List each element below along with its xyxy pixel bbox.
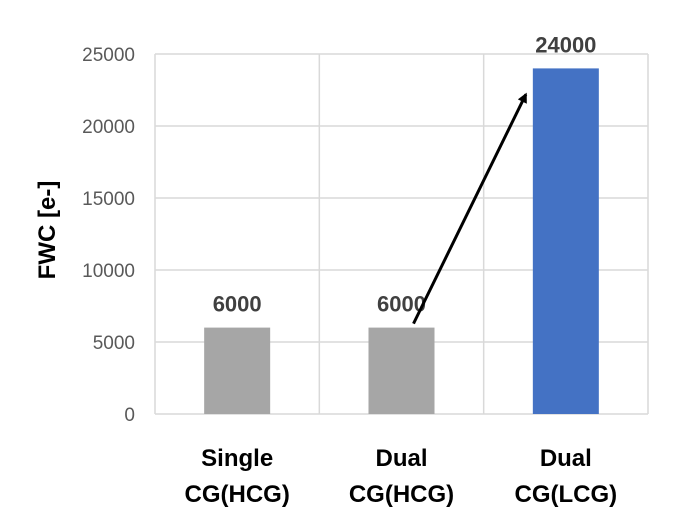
y-tick-label: 20000 bbox=[82, 117, 135, 138]
y-axis-title: FWC [e-] bbox=[34, 181, 61, 280]
x-category-label: CG(HCG) bbox=[185, 481, 290, 508]
x-category-label: CG(LCG) bbox=[515, 481, 618, 508]
bar bbox=[368, 327, 435, 414]
y-axis-ticks: 0 5000 10000 15000 20000 25000 bbox=[82, 45, 135, 426]
x-category-label: Single bbox=[201, 445, 273, 472]
data-label: 6000 bbox=[213, 292, 262, 317]
bars bbox=[204, 68, 599, 415]
y-tick-label: 5000 bbox=[93, 333, 135, 354]
bar bbox=[532, 68, 599, 415]
annotation-arrow bbox=[412, 92, 528, 325]
x-axis-categories: Single CG(HCG) Dual CG(HCG) Dual CG(LCG) bbox=[185, 445, 618, 508]
x-category-label: Dual bbox=[540, 445, 592, 472]
data-label: 24000 bbox=[535, 32, 596, 57]
y-tick-label: 0 bbox=[124, 405, 135, 426]
annotations bbox=[412, 92, 528, 325]
x-category-label: Dual bbox=[375, 445, 427, 472]
bar bbox=[204, 327, 271, 414]
y-tick-label: 10000 bbox=[82, 261, 135, 282]
x-category-label: CG(HCG) bbox=[349, 481, 454, 508]
y-tick-label: 15000 bbox=[82, 189, 135, 210]
y-tick-label: 25000 bbox=[82, 45, 135, 66]
